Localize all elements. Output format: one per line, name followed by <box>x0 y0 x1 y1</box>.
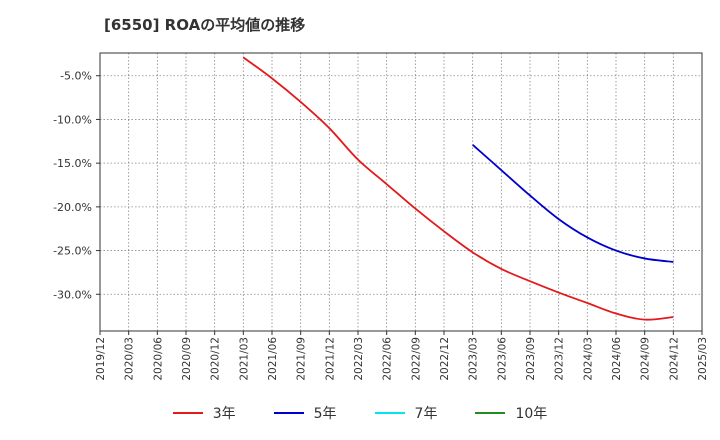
plot-frame <box>99 52 703 332</box>
y-tick-label: -5.0% <box>60 70 92 83</box>
legend-label-10y: 10年 <box>515 406 548 422</box>
legend-item-5y: 5年 <box>273 403 337 423</box>
x-tick-label: 2020/06 <box>152 337 164 381</box>
chart-title: [6550] ROAの平均値の推移 <box>104 16 306 34</box>
x-tick-label: 2022/06 <box>382 337 394 381</box>
y-tick-label: -30.0% <box>53 288 92 301</box>
series-line-5y <box>472 144 674 263</box>
x-tick-label: 2022/03 <box>353 337 365 381</box>
x-tick-label: 2022/09 <box>410 337 422 381</box>
legend-label-3y: 3年 <box>212 406 236 422</box>
x-tick-label: 2020/09 <box>181 337 193 381</box>
x-tick-label: 2023/12 <box>554 337 566 381</box>
x-tick-label: 2025/03 <box>697 337 709 381</box>
x-tick-label: 2024/12 <box>668 337 680 381</box>
x-tick-label: 2023/09 <box>525 337 537 381</box>
x-tick-label: 2019/12 <box>95 337 107 381</box>
x-tick-label: 2021/09 <box>296 337 308 381</box>
x-tick-label: 2021/06 <box>267 337 279 381</box>
x-tick-label: 2020/03 <box>124 337 136 381</box>
legend-swatch-3y <box>172 412 203 414</box>
legend-swatch-7y <box>374 412 405 414</box>
x-tick-label: 2024/06 <box>611 337 623 381</box>
x-tick-label: 2022/12 <box>439 337 451 381</box>
y-tick-label: -15.0% <box>53 157 92 170</box>
legend: 3年 5年 7年 10年 <box>0 403 720 423</box>
legend-swatch-10y <box>475 412 506 414</box>
legend-label-7y: 7年 <box>414 406 438 422</box>
series-line-3y <box>242 56 674 321</box>
x-tick-label: 2021/12 <box>324 337 336 381</box>
legend-item-10y: 10年 <box>475 403 547 423</box>
y-tick-label: -20.0% <box>53 201 92 214</box>
y-tick-label: -10.0% <box>53 113 92 126</box>
legend-label-5y: 5年 <box>313 406 337 422</box>
y-tick-label: -25.0% <box>53 245 92 258</box>
legend-item-3y: 3年 <box>172 403 236 423</box>
legend-item-7y: 7年 <box>374 403 438 423</box>
x-tick-label: 2024/03 <box>582 337 594 381</box>
x-tick-label: 2021/03 <box>238 337 250 381</box>
x-tick-label: 2020/12 <box>210 337 222 381</box>
x-tick-label: 2024/09 <box>640 337 652 381</box>
x-tick-label: 2023/06 <box>496 337 508 381</box>
x-tick-label: 2023/03 <box>468 337 480 381</box>
legend-swatch-5y <box>273 412 304 414</box>
